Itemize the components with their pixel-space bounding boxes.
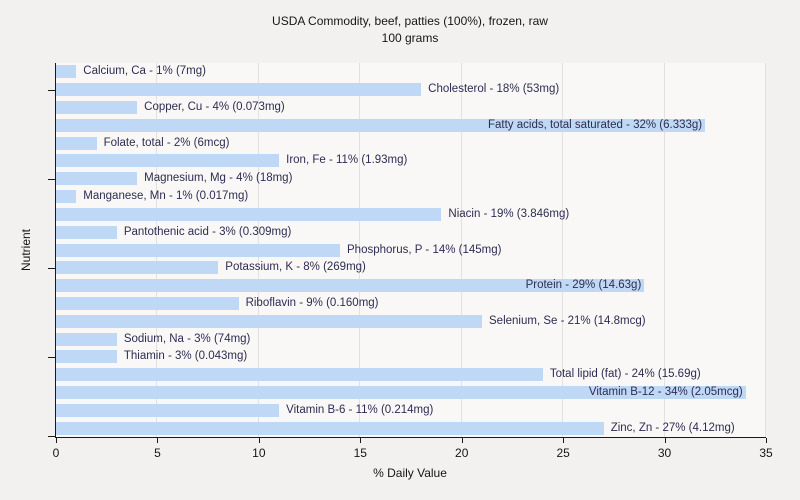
bar-row: Calcium, Ca - 1% (7mg) bbox=[56, 65, 766, 79]
bar-label: Pantothenic acid - 3% (0.309mg) bbox=[123, 225, 292, 238]
chart-title-line2: 100 grams bbox=[381, 31, 439, 45]
x-tick-label-20: 20 bbox=[455, 446, 469, 460]
bar-pantothenic-acid bbox=[56, 225, 117, 239]
gridline-x-20 bbox=[460, 63, 462, 437]
bar-row: Folate, total - 2% (6mcg) bbox=[56, 136, 766, 150]
bar-thiamin bbox=[56, 350, 117, 364]
bar-label: Riboflavin - 9% (0.160mg) bbox=[245, 296, 379, 309]
x-tick-label-35: 35 bbox=[759, 446, 773, 460]
plot-area: 0 5 10 15 20 25 30 35 Calcium, Ca - 1% (7mg) Chol… bbox=[48, 63, 773, 460]
bar-magnesium-mg bbox=[56, 172, 138, 186]
x-tick-label-25: 25 bbox=[556, 446, 570, 460]
bar-label: Protein - 29% (14.63g) bbox=[525, 279, 642, 292]
bar-row: Thiamin - 3% (0.043mg) bbox=[56, 350, 766, 364]
x-tick-label-10: 10 bbox=[252, 446, 266, 460]
bar-row: Phosphorus, P - 14% (145mg) bbox=[56, 243, 766, 257]
chart-title-line1: USDA Commodity, beef, patties (100%), fr… bbox=[272, 14, 548, 28]
bar-label: Copper, Cu - 4% (0.073mg) bbox=[144, 101, 285, 114]
bar-label: Zinc, Zn - 27% (4.12mg) bbox=[610, 421, 735, 434]
bar-manganese-mn bbox=[56, 190, 77, 204]
y-tick bbox=[48, 178, 55, 180]
bar-label: Potassium, K - 8% (269mg) bbox=[225, 261, 366, 274]
bar-row: Vitamin B-12 - 34% (2.05mcg) bbox=[56, 385, 766, 399]
bar-vitamin-b-12 bbox=[56, 385, 746, 399]
gridline-x-35 bbox=[765, 63, 766, 437]
bar-label: Phosphorus, P - 14% (145mg) bbox=[347, 243, 502, 256]
bar-vitamin-b-6 bbox=[56, 403, 280, 417]
y-tick bbox=[48, 267, 55, 269]
gridline-x-15 bbox=[359, 63, 361, 437]
bar-label: Calcium, Ca - 1% (7mg) bbox=[83, 65, 206, 78]
bar-label: Magnesium, Mg - 4% (18mg) bbox=[144, 172, 293, 185]
bar-label: Folate, total - 2% (6mcg) bbox=[103, 136, 230, 149]
bar-row: Niacin - 19% (3.846mg) bbox=[56, 207, 766, 221]
y-axis-label: Nutrient bbox=[19, 228, 33, 272]
bar-calcium-ca bbox=[56, 65, 77, 79]
x-tick-label-30: 30 bbox=[657, 446, 672, 460]
bar-label: Vitamin B-12 - 34% (2.05mcg) bbox=[588, 385, 743, 398]
bar-row: Iron, Fe - 11% (1.93mg) bbox=[56, 154, 766, 168]
gridline-x-30 bbox=[663, 63, 665, 437]
bar-row: Riboflavin - 9% (0.160mg) bbox=[56, 296, 766, 310]
x-tick-label-0: 0 bbox=[52, 446, 60, 460]
x-tick-label-5: 5 bbox=[154, 446, 161, 460]
bar-total-lipid-fat bbox=[56, 368, 543, 382]
chart-title: USDA Commodity, beef, patties (100%), fr… bbox=[55, 13, 765, 47]
bar-niacin bbox=[56, 207, 442, 221]
bar-row: Copper, Cu - 4% (0.073mg) bbox=[56, 101, 766, 115]
x-tick-25 bbox=[563, 438, 565, 443]
bar-label: Manganese, Mn - 1% (0.017mg) bbox=[83, 190, 249, 203]
bar-row: Pantothenic acid - 3% (0.309mg) bbox=[56, 225, 766, 239]
x-tick-15 bbox=[360, 438, 362, 443]
bar-row: Manganese, Mn - 1% (0.017mg) bbox=[56, 190, 766, 204]
bar-selenium-se bbox=[56, 314, 482, 328]
bar-label: Total lipid (fat) - 24% (15.69g) bbox=[549, 368, 701, 381]
x-tick-30 bbox=[664, 438, 666, 443]
x-tick-10 bbox=[258, 438, 260, 443]
bar-label: Sodium, Na - 3% (74mg) bbox=[123, 332, 251, 345]
bar-zinc-zn bbox=[56, 421, 604, 435]
x-tick-20 bbox=[461, 438, 463, 443]
bar-label: Thiamin - 3% (0.043mg) bbox=[123, 350, 248, 363]
y-tick bbox=[48, 89, 55, 91]
bar-folate-total bbox=[56, 136, 97, 150]
bar-row: Zinc, Zn - 27% (4.12mg) bbox=[56, 421, 766, 435]
bar-iron-fe bbox=[56, 154, 280, 168]
bar-row: Potassium, K - 8% (269mg) bbox=[56, 261, 766, 275]
bar-row: Selenium, Se - 21% (14.8mcg) bbox=[56, 314, 766, 328]
bar-fatty-acids-total-saturated bbox=[56, 118, 706, 132]
x-tick-label-15: 15 bbox=[353, 446, 367, 460]
bar-phosphorus-p bbox=[56, 243, 340, 257]
bar-row: Total lipid (fat) - 24% (15.69g) bbox=[56, 368, 766, 382]
bar-label: Niacin - 19% (3.846mg) bbox=[448, 207, 570, 220]
gridline-x-25 bbox=[562, 63, 564, 437]
x-tick-35 bbox=[766, 438, 767, 443]
bar-row: Vitamin B-6 - 11% (0.214mg) bbox=[56, 403, 766, 417]
bar-label: Fatty acids, total saturated - 32% (6.33… bbox=[488, 118, 703, 131]
bar-cholesterol bbox=[56, 83, 422, 97]
y-tick bbox=[48, 436, 55, 437]
bar-row: Cholesterol - 18% (53mg) bbox=[56, 83, 766, 97]
bar-riboflavin bbox=[56, 296, 239, 310]
bar-protein bbox=[56, 279, 645, 293]
bar-row: Fatty acids, total saturated - 32% (6.33… bbox=[56, 118, 766, 132]
bar-sodium-na bbox=[56, 332, 117, 346]
bar-label: Cholesterol - 18% (53mg) bbox=[428, 83, 560, 96]
x-tick-5 bbox=[157, 438, 159, 443]
bar-row: Protein - 29% (14.63g) bbox=[56, 279, 766, 293]
bar-copper-cu bbox=[56, 101, 138, 115]
bar-label: Iron, Fe - 11% (1.93mg) bbox=[286, 154, 408, 167]
bar-row: Magnesium, Mg - 4% (18mg) bbox=[56, 172, 766, 186]
y-tick bbox=[48, 356, 55, 358]
bar-row: Sodium, Na - 3% (74mg) bbox=[56, 332, 766, 346]
x-axis-label: % Daily Value bbox=[373, 466, 447, 480]
x-tick-0 bbox=[56, 438, 57, 443]
bar-potassium-k bbox=[56, 261, 219, 275]
bar-label: Selenium, Se - 21% (14.8mcg) bbox=[489, 314, 646, 327]
bar-label: Vitamin B-6 - 11% (0.214mg) bbox=[286, 403, 434, 416]
